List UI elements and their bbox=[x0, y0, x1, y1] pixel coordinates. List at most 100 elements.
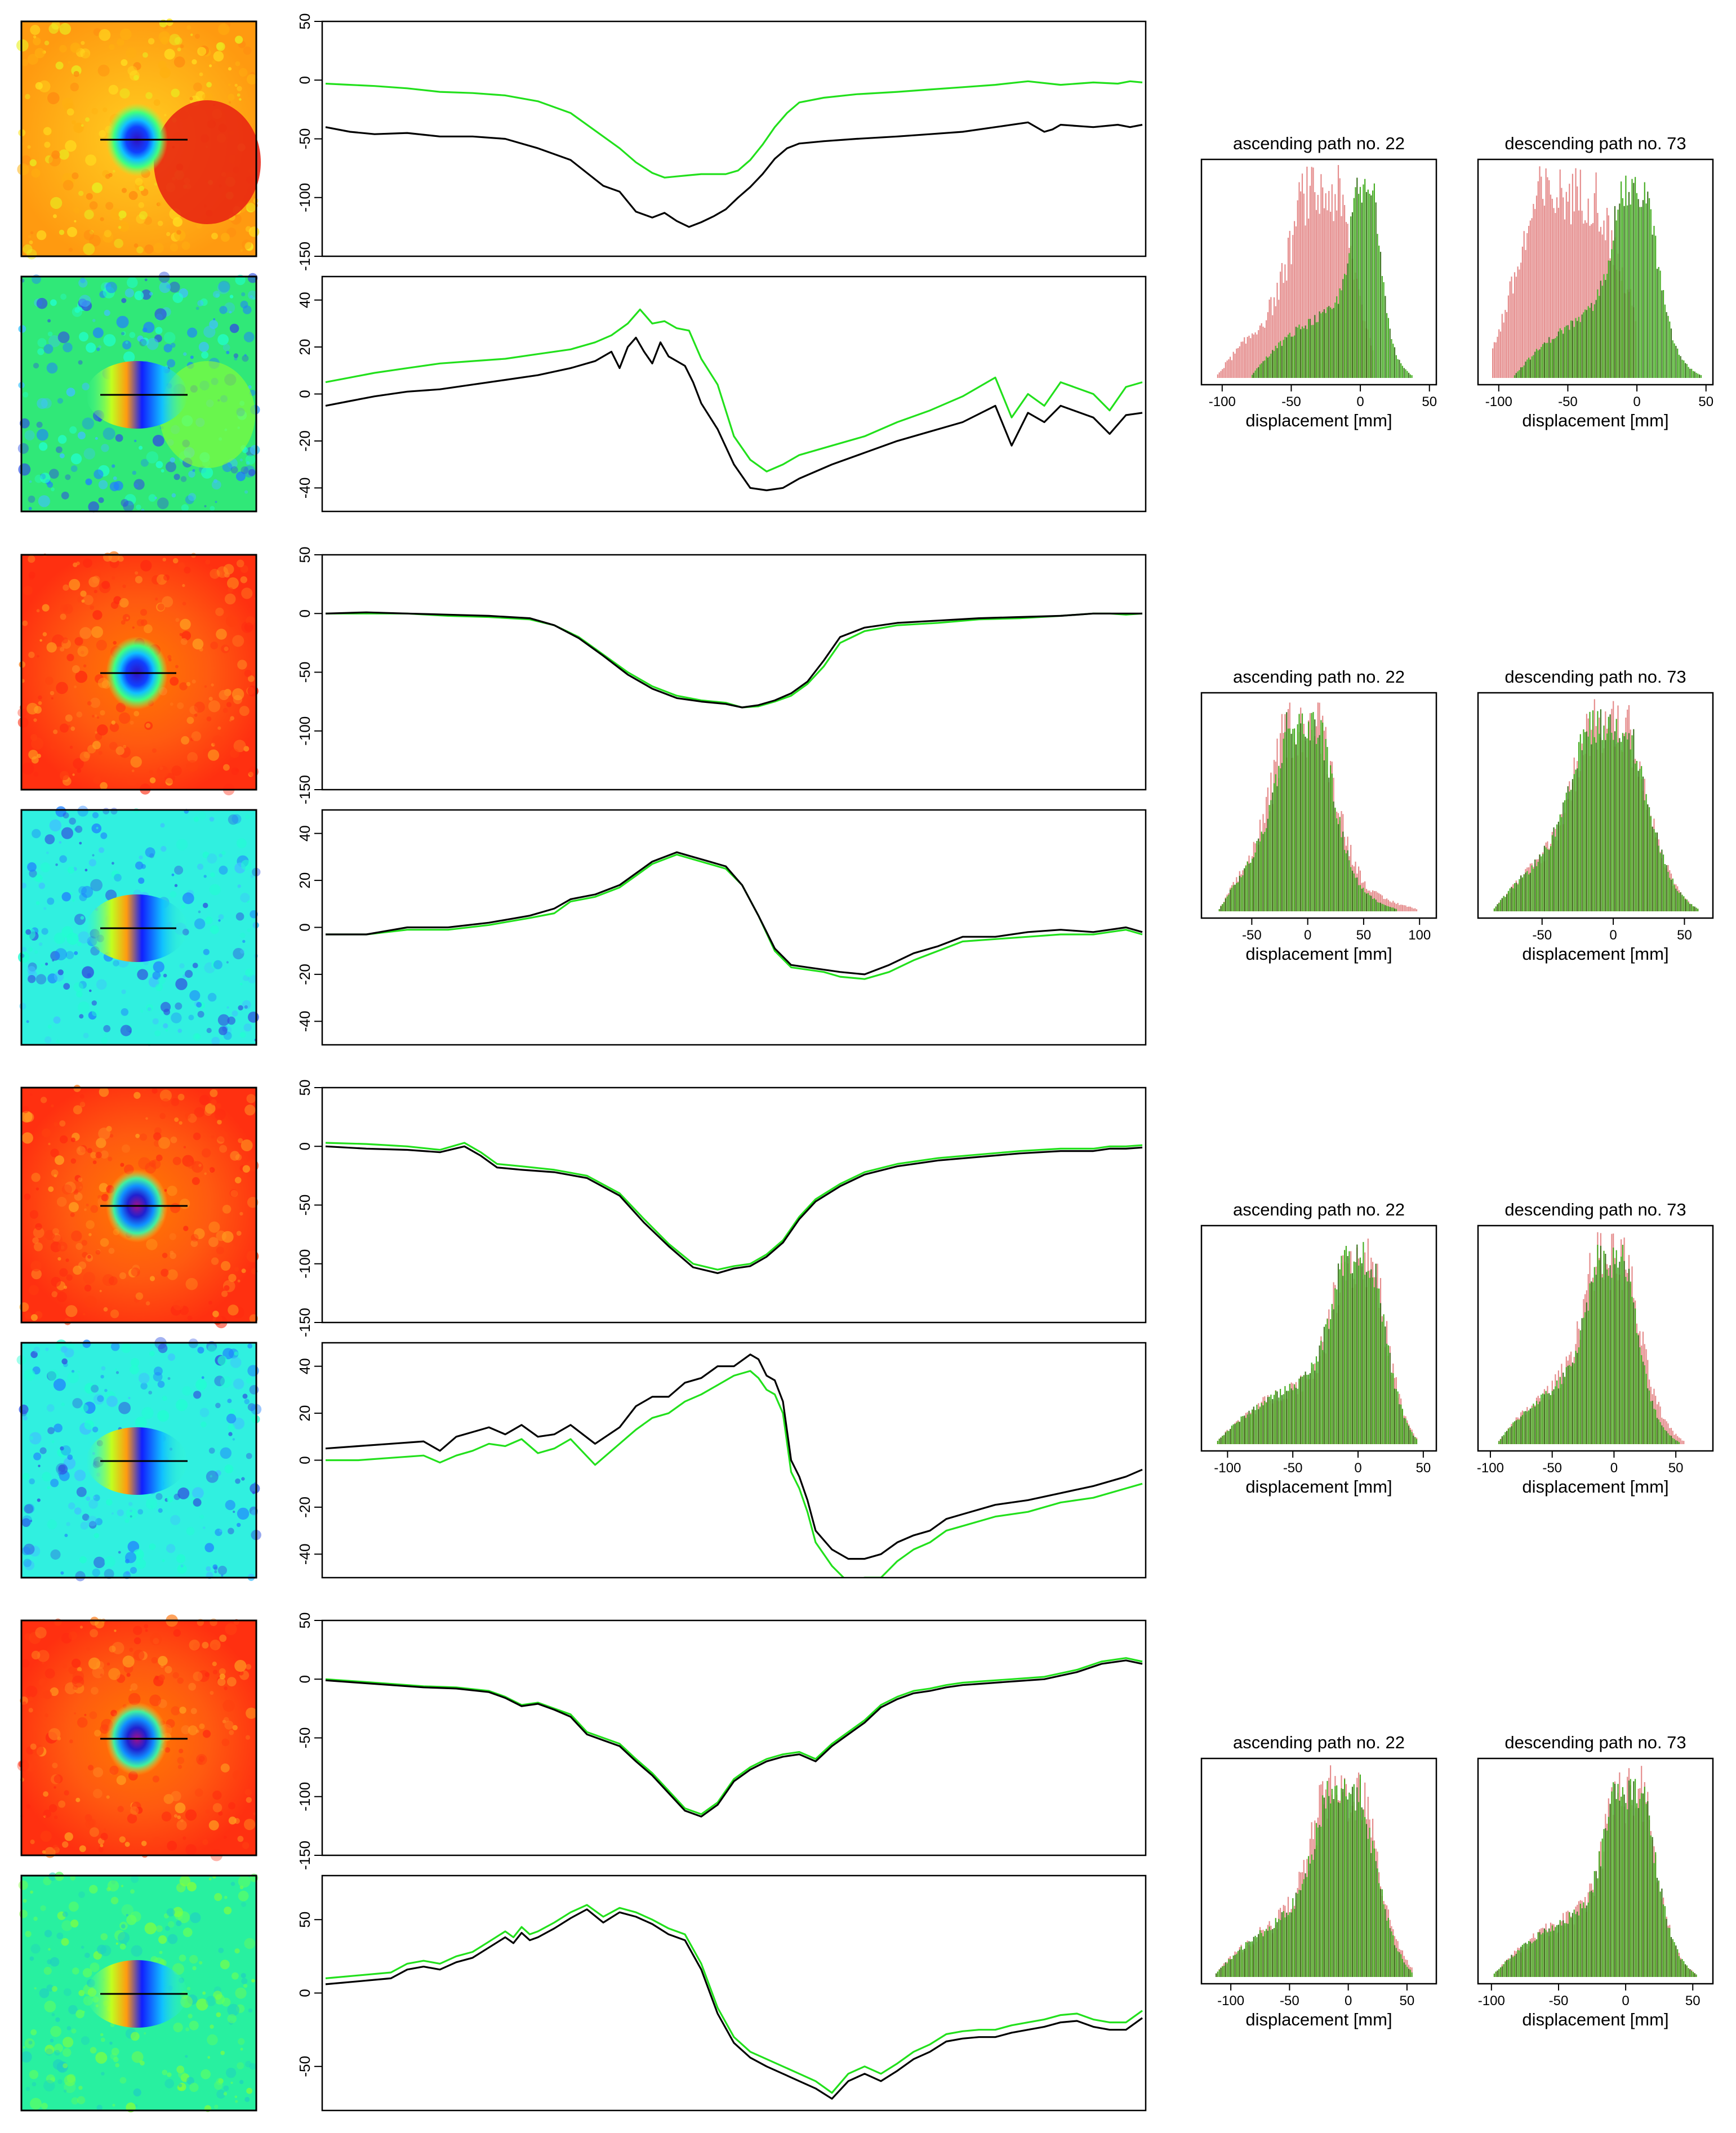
hist-bar-after bbox=[1512, 1422, 1514, 1444]
hist-bar-after bbox=[1272, 792, 1274, 911]
hist-bar-after bbox=[1232, 885, 1234, 911]
hist-bar-after bbox=[1389, 1352, 1391, 1444]
hist-bar-before bbox=[1298, 182, 1300, 378]
hist-bar-after bbox=[1595, 300, 1597, 378]
hist-bar-after bbox=[1593, 737, 1595, 911]
hist-bar-after bbox=[1645, 1804, 1647, 1977]
hist-bar-after bbox=[1323, 760, 1325, 911]
hist-bar-after bbox=[1581, 314, 1583, 378]
hist-bar-before bbox=[1521, 246, 1523, 378]
hist-bar-after bbox=[1658, 845, 1659, 911]
hist-bar-after bbox=[1628, 733, 1630, 911]
hist-bar-after bbox=[1341, 1788, 1342, 1977]
hist-bar-after bbox=[1290, 1912, 1292, 1977]
hist-bar-after bbox=[1361, 888, 1363, 911]
hist-bar-before bbox=[1501, 314, 1503, 378]
hist-bar-after bbox=[1330, 1803, 1332, 1977]
hist-bar-after bbox=[1373, 1849, 1375, 1977]
hist-bar-after bbox=[1615, 1250, 1617, 1444]
hist-bar-after bbox=[1611, 1277, 1613, 1444]
hist-bar-after bbox=[1695, 372, 1697, 378]
hist-bar-after bbox=[1336, 296, 1338, 378]
hist-bar-after bbox=[1551, 835, 1553, 911]
row-1: 50 0 -50 -100 -150 40 20 0 -20 -40 ascending path … bbox=[16, 14, 1714, 513]
y-tick-label: -150 bbox=[296, 775, 313, 804]
hist-bar-after bbox=[1283, 1394, 1284, 1444]
hist-bar-after bbox=[1584, 732, 1586, 911]
hist-bar-after bbox=[1553, 1930, 1555, 1977]
hist-bar-after bbox=[1372, 1277, 1374, 1444]
hist-bar-after bbox=[1523, 874, 1525, 911]
hist-bar-after bbox=[1370, 896, 1372, 911]
hist-bar-after bbox=[1337, 304, 1339, 378]
hist-bar-after bbox=[1686, 1965, 1688, 1977]
hist-bar-after bbox=[1523, 1943, 1525, 1977]
hist-bar-before bbox=[1314, 192, 1316, 378]
hist-bar-after bbox=[1517, 1419, 1519, 1444]
hist-bar-before bbox=[1290, 264, 1292, 378]
hist-bar-before bbox=[1545, 168, 1547, 378]
hist-bar-before bbox=[1339, 178, 1341, 378]
hist-bar-after bbox=[1520, 367, 1522, 378]
hist-bar-after bbox=[1534, 860, 1536, 911]
hist-bar-after bbox=[1621, 1257, 1622, 1444]
hist-bar-after bbox=[1678, 1442, 1680, 1444]
hist-bar-after bbox=[1334, 1288, 1336, 1444]
hist-bar-before bbox=[1539, 166, 1541, 378]
histogram-frame bbox=[1477, 158, 1714, 386]
hist-bar-after bbox=[1564, 800, 1566, 911]
hist-bar-after bbox=[1619, 738, 1621, 911]
hist-bar-after bbox=[1322, 1350, 1324, 1444]
hist-bar-after bbox=[1392, 344, 1394, 378]
hist-bar-after bbox=[1517, 371, 1519, 378]
hist-bar-before bbox=[1504, 310, 1506, 378]
hist-bar-after bbox=[1608, 1276, 1609, 1444]
hist-bar-before bbox=[1386, 898, 1388, 911]
hist-bar-after bbox=[1655, 1852, 1657, 1977]
hist-bar-after bbox=[1545, 1391, 1547, 1444]
hist-bar-after bbox=[1608, 260, 1609, 378]
hist-bar-after bbox=[1381, 1321, 1383, 1444]
hist-bar-after bbox=[1408, 1426, 1410, 1444]
hist-bar-after bbox=[1356, 1787, 1358, 1977]
series-after-line bbox=[325, 611, 1142, 709]
hist-bar-after bbox=[1664, 304, 1666, 378]
hist-bar-after bbox=[1327, 747, 1328, 911]
hist-bar-before bbox=[1300, 191, 1302, 378]
hist-bar-after bbox=[1514, 1421, 1516, 1444]
hist-bar-after bbox=[1359, 885, 1361, 911]
hist-bar-after bbox=[1378, 902, 1380, 911]
hist-bar-after bbox=[1348, 1792, 1350, 1977]
hist-bar-after bbox=[1545, 343, 1547, 378]
hist-bar-after bbox=[1300, 723, 1302, 911]
hist-bar-before bbox=[1325, 193, 1327, 378]
hist-bar-before bbox=[1286, 280, 1288, 378]
hist-bar-after bbox=[1267, 1931, 1268, 1977]
hist-bar-after bbox=[1356, 1244, 1358, 1444]
hist-bar-after bbox=[1514, 1956, 1516, 1977]
hist-bar-after bbox=[1570, 790, 1572, 911]
hist-bar-after bbox=[1644, 800, 1645, 911]
hist-bar-before bbox=[1514, 272, 1516, 378]
hist-bar-after bbox=[1261, 363, 1262, 378]
profile-plot: 40 20 0 -20 -40 bbox=[296, 1342, 1147, 1579]
hist-bar-after bbox=[1413, 1435, 1414, 1444]
hist-bar-after bbox=[1559, 814, 1561, 911]
hist-bar-before bbox=[1395, 903, 1397, 911]
hist-bar-after bbox=[1642, 1361, 1644, 1444]
hist-bar-after bbox=[1672, 1438, 1673, 1444]
hist-bar-before bbox=[1400, 905, 1402, 911]
series-group bbox=[325, 1142, 1143, 1274]
hist-bar-after bbox=[1389, 907, 1391, 911]
hist-bar-after bbox=[1295, 744, 1297, 911]
hist-bar-after bbox=[1333, 801, 1334, 911]
hist-bar-after bbox=[1264, 1401, 1266, 1444]
hist-bar-after bbox=[1254, 1935, 1256, 1977]
hist-bar-after bbox=[1519, 1950, 1520, 1977]
hist-bar-after bbox=[1379, 252, 1382, 378]
map-border bbox=[20, 275, 257, 513]
bars-after bbox=[1218, 712, 1397, 911]
hist-bar-after bbox=[1236, 1422, 1238, 1444]
hist-bar-after bbox=[1369, 895, 1370, 911]
hist-bar-after bbox=[1543, 1394, 1545, 1444]
